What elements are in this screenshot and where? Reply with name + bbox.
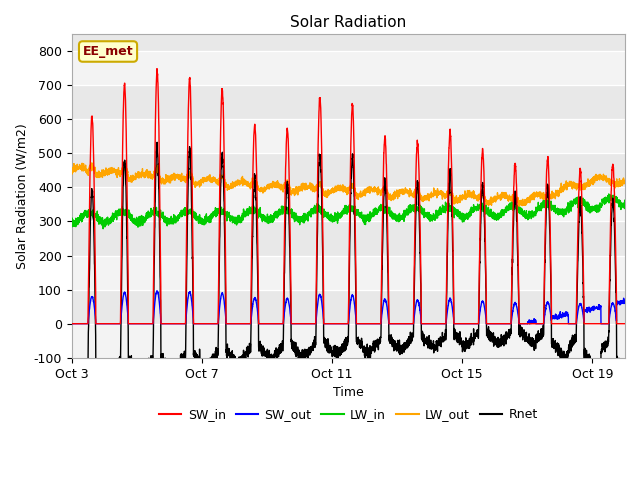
Text: EE_met: EE_met xyxy=(83,45,133,58)
Bar xyxy=(72,119,625,153)
Y-axis label: Solar Radiation (W/m2): Solar Radiation (W/m2) xyxy=(15,123,28,269)
Legend: SW_in, SW_out, LW_in, LW_out, Rnet: SW_in, SW_out, LW_in, LW_out, Rnet xyxy=(154,403,543,426)
X-axis label: Time: Time xyxy=(333,386,364,399)
Bar xyxy=(72,255,625,289)
Bar xyxy=(72,324,625,358)
Bar xyxy=(72,187,625,221)
Bar xyxy=(72,51,625,85)
Title: Solar Radiation: Solar Radiation xyxy=(290,15,406,30)
